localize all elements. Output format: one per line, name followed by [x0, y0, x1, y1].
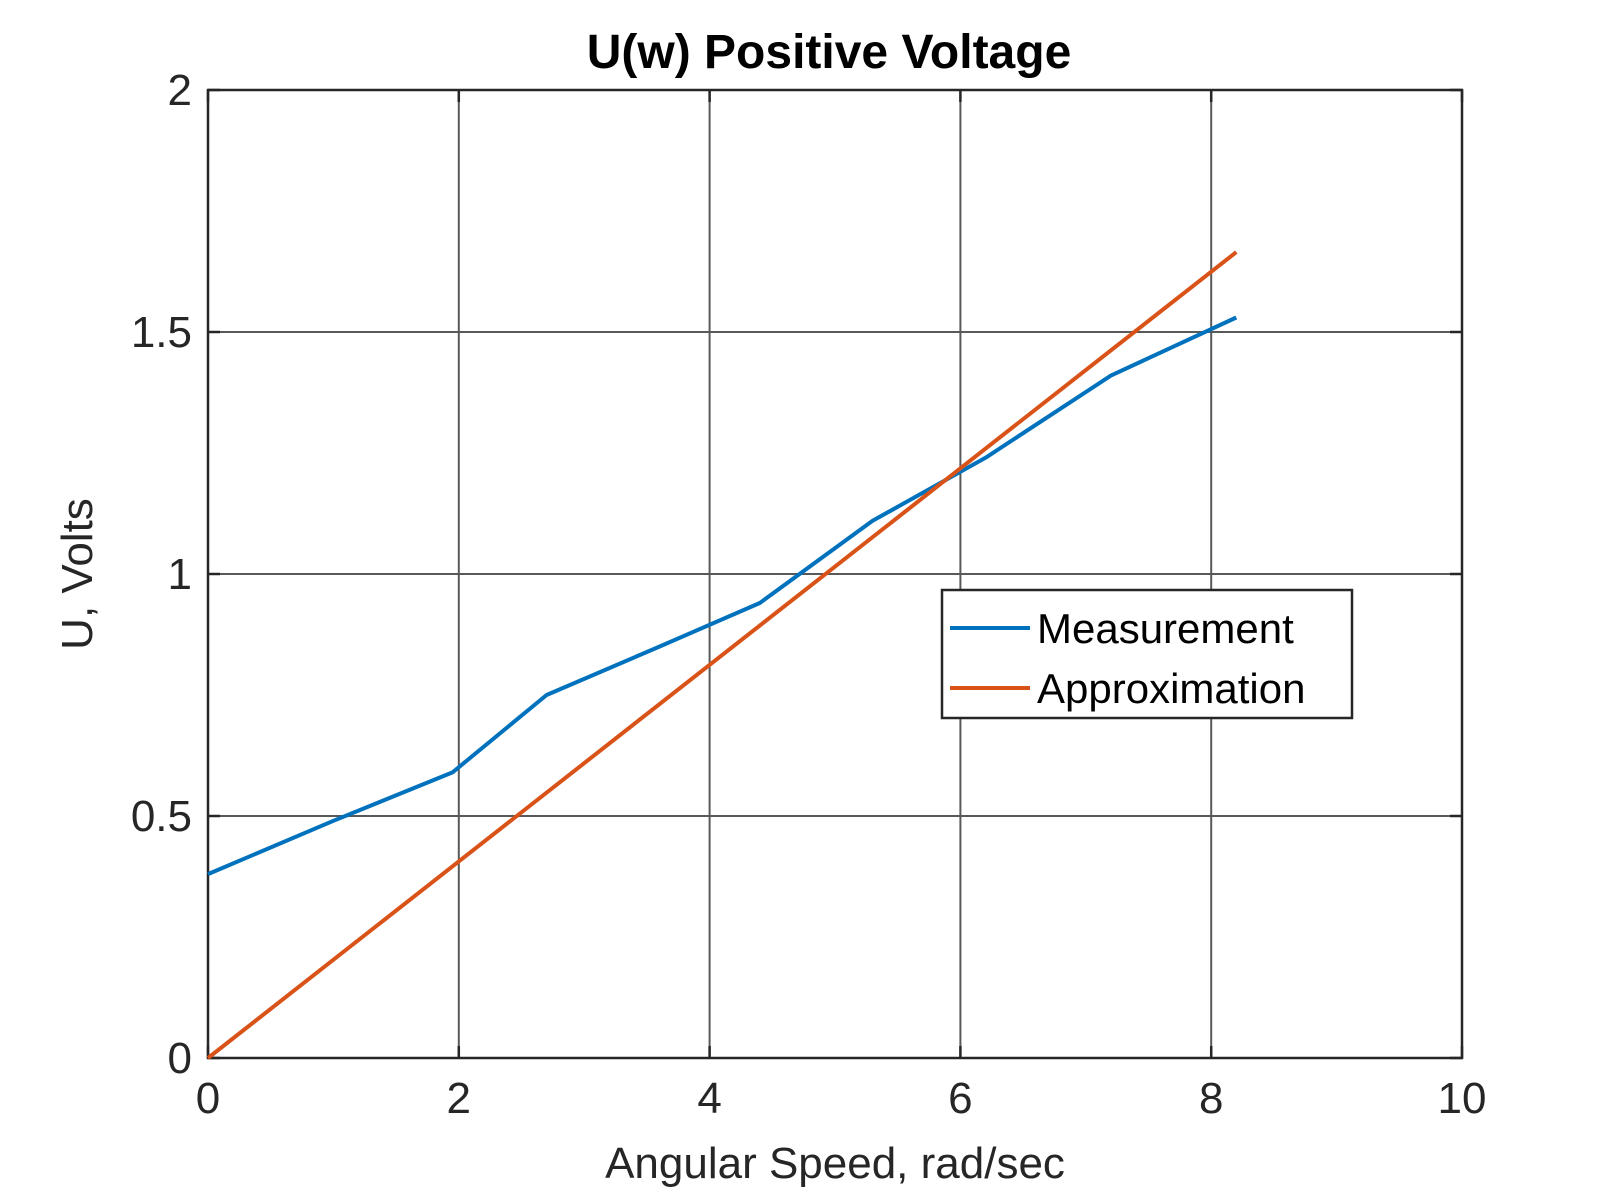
x-tick-label: 2: [447, 1074, 471, 1123]
y-tick-label: 0: [168, 1034, 192, 1083]
x-tick-label: 6: [948, 1074, 972, 1123]
x-axis-label: Angular Speed, rad/sec: [605, 1139, 1065, 1188]
legend-label-measurement: Measurement: [1037, 605, 1294, 652]
series-lines: [206, 250, 1238, 1060]
x-tick-label: 0: [196, 1074, 220, 1123]
series-line-measurement: [207, 315, 1238, 876]
y-axis-label: U, Volts: [53, 498, 102, 650]
legend-label-approximation: Approximation: [1037, 665, 1305, 712]
legend: Measurement Approximation: [940, 588, 1354, 720]
y-tick-label: 1.5: [131, 308, 192, 357]
x-tick-label: 10: [1438, 1074, 1487, 1123]
x-tick-label: 4: [697, 1074, 721, 1123]
grid-lines: [208, 90, 1462, 1058]
legend-box: [940, 588, 1354, 720]
series-line-approximation: [206, 250, 1238, 1060]
y-tick-label: 1: [168, 550, 192, 599]
y-tick-label: 2: [168, 66, 192, 115]
y-tick-label: 0.5: [131, 792, 192, 841]
chart-title: U(w) Positive Voltage: [587, 26, 1072, 79]
x-tick-label: 8: [1199, 1074, 1223, 1123]
axis-ticks: 0 2 4 6 8 10 0 0.5 1 1.5 2: [131, 66, 1487, 1123]
